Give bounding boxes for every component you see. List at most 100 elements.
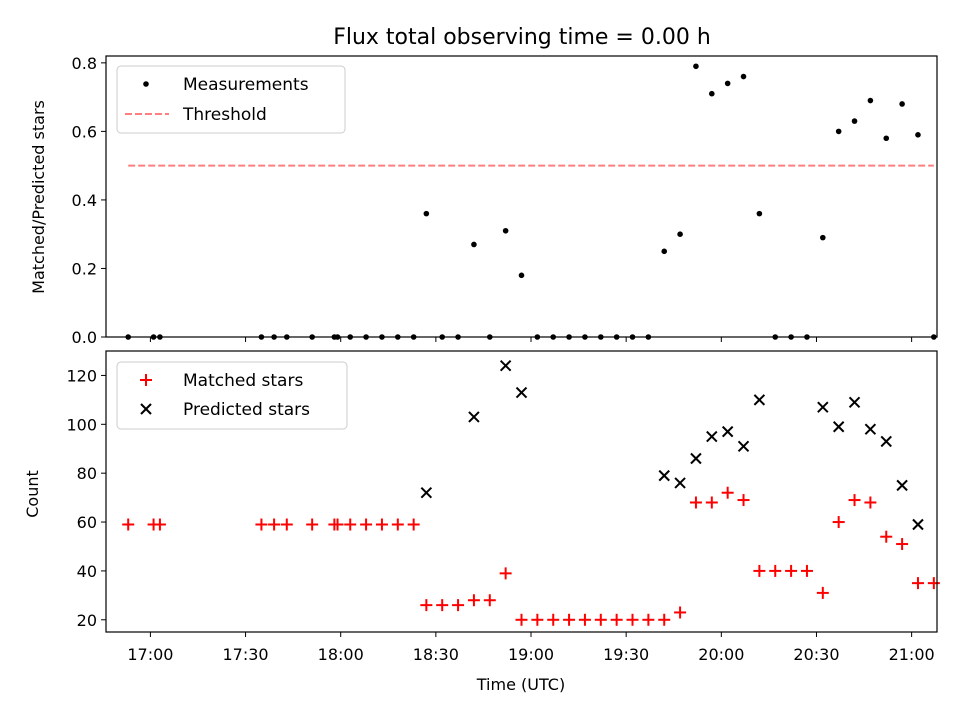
matched-stars-point [547, 613, 560, 626]
predicted-stars-point [832, 421, 845, 433]
matched-stars-point [880, 530, 893, 543]
measurement-point [899, 101, 905, 107]
matched-stars-point [306, 518, 319, 531]
predicted-stars-point [848, 396, 861, 409]
matched-stars-legend-label: Matched stars [183, 371, 303, 391]
predicted-stars-point [737, 440, 750, 453]
matched-stars-point [483, 594, 496, 607]
matched-stars-point [705, 496, 718, 509]
x-tick-label: 18:30 [413, 645, 459, 664]
ratio-y-ticks: 0.0 0.2 0.4 0.6 0.8 [72, 54, 106, 347]
measurement-point [883, 135, 890, 142]
y-tick-label: 20 [77, 611, 97, 630]
predicted-stars-legend-marker [140, 403, 152, 415]
matched-stars-point [689, 496, 702, 509]
matched-stars-point [531, 613, 544, 626]
x-tick-label: 18:00 [318, 645, 364, 664]
measurement-point [471, 241, 477, 248]
matched-stars-point [436, 599, 449, 612]
matched-stars-point [420, 599, 433, 612]
matched-stars-point [674, 606, 687, 619]
matched-stars-point [737, 494, 750, 507]
predicted-stars-point [499, 359, 512, 372]
matched-stars-point [594, 613, 607, 626]
predicted-stars-point [468, 411, 480, 423]
y-tick-label: 60 [77, 513, 97, 532]
predicted-stars-point [753, 394, 766, 406]
matched-stars-point [864, 496, 877, 509]
predicted-stars-point [674, 477, 686, 489]
matched-stars-point [255, 518, 268, 531]
matched-stars-point [280, 518, 293, 531]
y-tick-label: 0.0 [72, 328, 97, 347]
predicted-stars-point [880, 435, 892, 448]
measurement-point [693, 63, 699, 70]
measurements-legend-label: Measurements [183, 75, 309, 95]
x-tick-label: 17:00 [127, 645, 173, 664]
ratio-legend-box [116, 65, 346, 134]
ratio-plot-frame [105, 55, 938, 338]
matched-stars-point [721, 486, 734, 499]
y-tick-label: 100 [66, 415, 97, 434]
threshold-legend-label: Threshold [182, 105, 267, 125]
matched-stars-point [578, 613, 591, 626]
count-y-axis-label: Count [23, 470, 42, 518]
measurement-point [756, 210, 763, 217]
matched-stars-point [610, 613, 623, 626]
matched-stars-point [563, 613, 576, 626]
predicted-stars-point [817, 401, 829, 413]
ratio-x-tick-marks [149, 337, 913, 342]
matched-stars-point [785, 564, 798, 577]
matched-stars-point [360, 518, 373, 531]
measurement-point [867, 97, 874, 104]
matched-stars-point [832, 516, 845, 529]
matched-stars-point [515, 613, 528, 626]
measurement-point [740, 73, 747, 80]
matched-stars-point [769, 564, 782, 577]
measurement-point [851, 118, 858, 124]
y-tick-label: 0.8 [72, 54, 97, 73]
matched-stars-point [927, 577, 940, 590]
matched-stars-point [896, 538, 909, 551]
matched-stars-point [816, 586, 829, 599]
chart-title: Flux total observing time = 0.00 h [333, 25, 711, 50]
matched-stars-point [344, 518, 357, 531]
measurements-legend-marker [143, 81, 149, 87]
matched-stars-point [658, 613, 671, 626]
ratio-legend: Measurements Threshold [116, 65, 346, 134]
matched-stars-point [499, 567, 512, 580]
x-axis-label: Time (UTC) [476, 675, 565, 694]
y-tick-label: 0.4 [72, 191, 97, 210]
count-y-ticks: 20 40 60 80 100 120 [66, 366, 106, 630]
predicted-stars-point [420, 487, 433, 499]
measurement-point [502, 227, 509, 234]
x-tick-label: 21:00 [889, 645, 935, 664]
measurement-point [835, 128, 842, 135]
matched-stars-point [911, 577, 924, 590]
measurement-point [724, 80, 731, 87]
x-tick-label: 20:00 [698, 645, 744, 664]
matched-stars-point [331, 518, 344, 531]
predicted-stars-point [864, 423, 877, 435]
y-tick-label: 80 [77, 464, 97, 483]
matched-stars-legend-marker [140, 374, 152, 386]
count-legend: Matched stars Predicted stars [116, 361, 348, 430]
x-tick-label: 19:30 [603, 645, 649, 664]
matched-stars-point [848, 494, 861, 507]
x-axis-ticks: 17:00 17:30 18:00 18:30 19:00 19:30 20:00 20:30… [127, 632, 935, 664]
predicted-stars-point [706, 430, 718, 443]
ratio-subplot: 0.00.20.40.60.8 Matched/Predicted stars … [29, 54, 938, 347]
x-tick-label: 17:30 [223, 645, 269, 664]
matched-stars-point [407, 518, 420, 531]
matched-stars-point [122, 518, 135, 531]
matched-stars-point [800, 564, 813, 577]
matched-stars-point [753, 564, 766, 577]
predicted-stars-point [721, 425, 734, 438]
measurement-point [677, 231, 683, 237]
measurement-point [423, 210, 430, 217]
matched-stars-point [452, 599, 465, 612]
matched-stars-point [642, 613, 655, 626]
matched-stars-point [153, 518, 166, 531]
x-tick-label: 19:00 [508, 645, 554, 664]
